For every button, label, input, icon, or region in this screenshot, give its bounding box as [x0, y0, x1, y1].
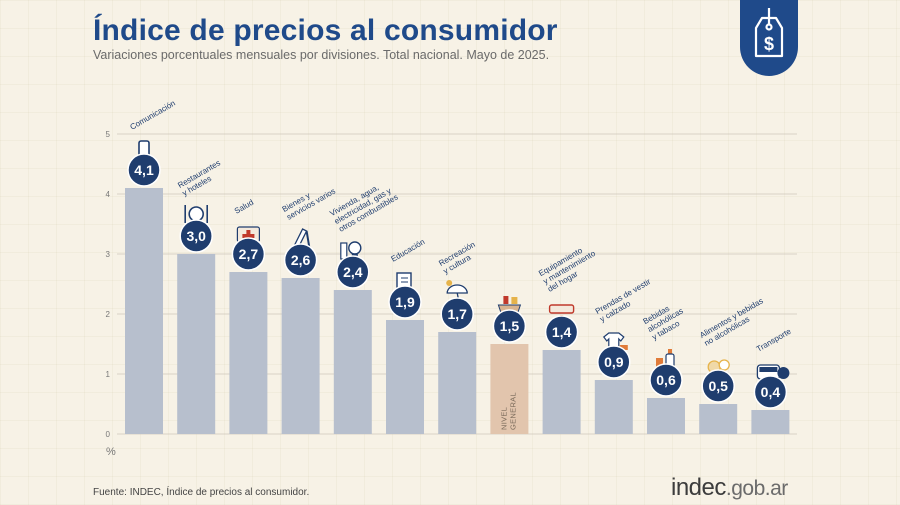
bar	[594, 380, 633, 434]
bar	[490, 344, 529, 434]
data-label: 4,1	[134, 162, 154, 178]
data-label: 2,4	[343, 264, 363, 280]
indec-logo[interactable]: indec.gob.ar	[671, 474, 788, 502]
bus-icon	[756, 364, 790, 380]
bar	[647, 398, 685, 434]
data-label: 0,4	[761, 384, 781, 400]
category-label: Bebidasalcohólicasy tabaco	[642, 299, 690, 342]
food-icon	[707, 359, 730, 374]
category-label: Vivienda, agua,electricidad, gas yotros …	[328, 177, 399, 234]
bar	[229, 272, 268, 434]
data-label: 0,6	[656, 372, 676, 388]
data-label: 1,5	[500, 318, 520, 334]
value-badge	[597, 345, 631, 379]
bar	[333, 290, 372, 434]
data-label: 3,0	[186, 228, 206, 244]
category-label: NIVELGENERAL	[499, 392, 517, 430]
bar	[542, 350, 581, 434]
y-tick-label: 2	[106, 310, 111, 319]
value-badge	[231, 237, 266, 271]
category-label: Educación	[390, 237, 427, 263]
page-subtitle: Variaciones porcentuales mensuales por d…	[93, 48, 550, 62]
value-badge	[179, 219, 213, 253]
data-label: 2,6	[291, 252, 311, 268]
category-label: Transporte	[755, 326, 793, 353]
category-label: Recreacióny cultura	[437, 240, 481, 276]
value-badge	[127, 153, 161, 187]
bar	[438, 332, 477, 434]
category-label: Equipamientoy mantenimientodel hogar	[537, 241, 602, 294]
bar	[281, 278, 320, 434]
category-label: Bienes yservicios varios	[281, 179, 337, 222]
value-badge	[544, 315, 579, 349]
y-tick-label: 3	[106, 250, 111, 259]
brand-suffix: .gob.ar	[725, 477, 788, 500]
price-tag-dollar-icon	[754, 8, 784, 58]
bar	[125, 188, 163, 434]
value-badge	[492, 309, 527, 343]
category-label: Comunicación	[129, 99, 177, 132]
y-axis-unit: %	[106, 446, 116, 458]
brand-main: indec	[671, 474, 726, 501]
beach-umbrella-icon	[446, 280, 468, 304]
value-badge	[336, 255, 370, 289]
category-label: Alimentos y bebidasno alcohólicas	[698, 296, 769, 347]
y-tick-label: 0	[106, 430, 111, 439]
value-badge	[753, 375, 788, 409]
value-badge	[701, 369, 735, 403]
source-note: Fuente: INDEC, Índice de precios al cons…	[93, 487, 310, 498]
dollar-symbol: $	[764, 34, 774, 54]
value-badge	[283, 243, 318, 277]
data-label: 0,9	[604, 354, 624, 370]
page-title: Índice de precios al consumidor	[93, 14, 558, 47]
data-label: 0,5	[708, 378, 728, 394]
value-badge	[649, 363, 683, 397]
bar	[386, 320, 424, 434]
data-label: 1,4	[552, 324, 572, 340]
category-label: Restaurantesy hoteles	[176, 158, 226, 197]
data-label: 1,7	[447, 306, 467, 322]
data-label: 1,9	[395, 294, 415, 310]
bar	[751, 410, 790, 434]
price-tag-badge: $	[740, 0, 798, 76]
category-label: Salud	[233, 198, 255, 216]
bar	[177, 254, 216, 434]
y-tick-label: 5	[106, 130, 111, 139]
y-tick-label: 1	[106, 370, 111, 379]
value-badge	[440, 297, 474, 331]
cutlery-icon	[184, 205, 208, 223]
data-label: 2,7	[239, 246, 259, 262]
bar	[699, 404, 738, 434]
value-badge	[388, 285, 422, 319]
y-tick-label: 4	[106, 190, 111, 199]
lightbulb-icon	[340, 241, 362, 260]
